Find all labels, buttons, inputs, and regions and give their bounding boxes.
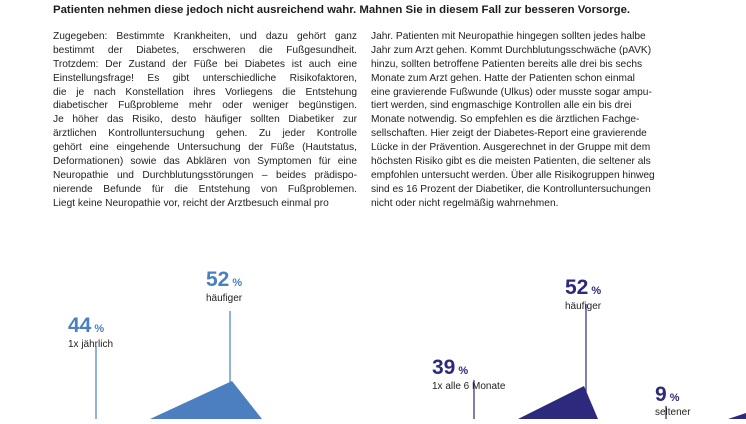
stat-unit: % xyxy=(669,392,680,404)
stat-9-seltener: 9% seltener xyxy=(655,384,691,419)
text-line: Einstellungsfrage! Es gibt unterschiedli… xyxy=(53,72,357,84)
text-line: Trotzdem: Der Zustand der Füße bei Diabe… xyxy=(53,58,357,70)
text-line: hinzu, sollten betroffene Patienten bere… xyxy=(371,58,643,70)
text-line: Neuropathie und Durchblutungsstörungen –… xyxy=(53,169,357,181)
text-line: tiert werden, sind engmaschige Kontrolle… xyxy=(371,100,632,112)
area-shape-navy xyxy=(518,386,598,419)
text-line: Je höher das Risiko, desto häufiger soll… xyxy=(53,114,357,126)
text-line: gehört eine eingehende Untersuchung der … xyxy=(53,142,357,154)
text-line: nicht oder nicht regelmäßig wahrnehmen. xyxy=(371,197,559,209)
text-line: diabetischer Fußprobleme mehr oder wenig… xyxy=(53,100,357,112)
stat-value: 52 xyxy=(206,268,230,291)
stat-value: 39 xyxy=(432,356,456,379)
text-column-right: Jahr. Patienten mit Neuropathie hingegen… xyxy=(371,30,675,211)
text-line: empfohlen untersucht werden. Über alle R… xyxy=(371,169,655,181)
stat-unit: % xyxy=(94,323,105,335)
text-line: nierende Befunde für die Entstehung von … xyxy=(53,183,357,195)
stat-value: 52 xyxy=(565,276,589,299)
text-line: Lücke in der Prävention. Ausgerechnet in… xyxy=(371,142,651,154)
text-line: Zugegeben: Bestimmte Krankheiten, und da… xyxy=(53,31,357,42)
text-line: Jahr. Patienten mit Neuropathie hingegen… xyxy=(371,31,646,42)
stat-unit: % xyxy=(458,365,469,377)
text-line: die je nach Konstellation ihres Vorliege… xyxy=(53,86,357,98)
stat-label: 1x alle 6 Monate xyxy=(432,381,506,392)
lead-text: Patienten nehmen diese jedoch nicht ausr… xyxy=(53,4,631,16)
text-line: eine gravierende Fußwunde (Ulkus) oder m… xyxy=(371,86,652,98)
text-line: sellschaften. Hier zeigt der Diabetes-Re… xyxy=(371,128,647,140)
text-line: ärztlichen Kontrolluntersuchung gehen. Z… xyxy=(53,128,357,140)
stat-label: häufiger xyxy=(206,293,243,304)
text-line: Deformationen) sowie das Abklären von Sy… xyxy=(53,156,357,168)
text-line: Monate zum Arzt gehen. Hatte der Patient… xyxy=(371,72,635,84)
stat-label: seltener xyxy=(655,407,691,418)
stat-39-6-monate: 39% 1x alle 6 Monate xyxy=(432,357,505,393)
stat-52-haeufiger-blue: 52% häufiger xyxy=(206,269,242,305)
stat-value: 9 xyxy=(655,383,667,406)
stat-44-jaehrlich: 44% 1x jährlich xyxy=(68,315,113,351)
stat-unit: % xyxy=(591,285,602,297)
area-shape-navy-edge xyxy=(728,413,746,419)
frequency-chart: 44% 1x jährlich 52% häufiger 39% 1x alle… xyxy=(0,255,746,419)
stat-label: 1x jährlich xyxy=(68,339,114,350)
chart-canvas xyxy=(95,304,746,419)
text-line: Monate notwendig. So empfehlen es die är… xyxy=(371,114,640,126)
stat-label: häufiger xyxy=(565,301,602,312)
text-line: höchsten Risiko gibt es die meisten Pati… xyxy=(371,156,651,168)
text-line: sind es 16 Prozent der Diabetiker, die K… xyxy=(371,183,651,195)
text-column-left: Zugegeben: Bestimmte Krankheiten, und da… xyxy=(53,30,357,211)
text-line: Liegt keine Neuropathie vor, reicht der … xyxy=(53,197,329,209)
text-line: Jahr zum Arzt gehen. Kommt Durchblutungs… xyxy=(371,44,652,56)
stat-value: 44 xyxy=(68,314,92,337)
text-line: bestimmt der Diabetes, erschweren die Fu… xyxy=(53,44,357,56)
stat-52-haeufiger-navy: 52% häufiger xyxy=(565,277,601,313)
area-shape-blue xyxy=(150,381,262,419)
stat-unit: % xyxy=(232,277,243,289)
